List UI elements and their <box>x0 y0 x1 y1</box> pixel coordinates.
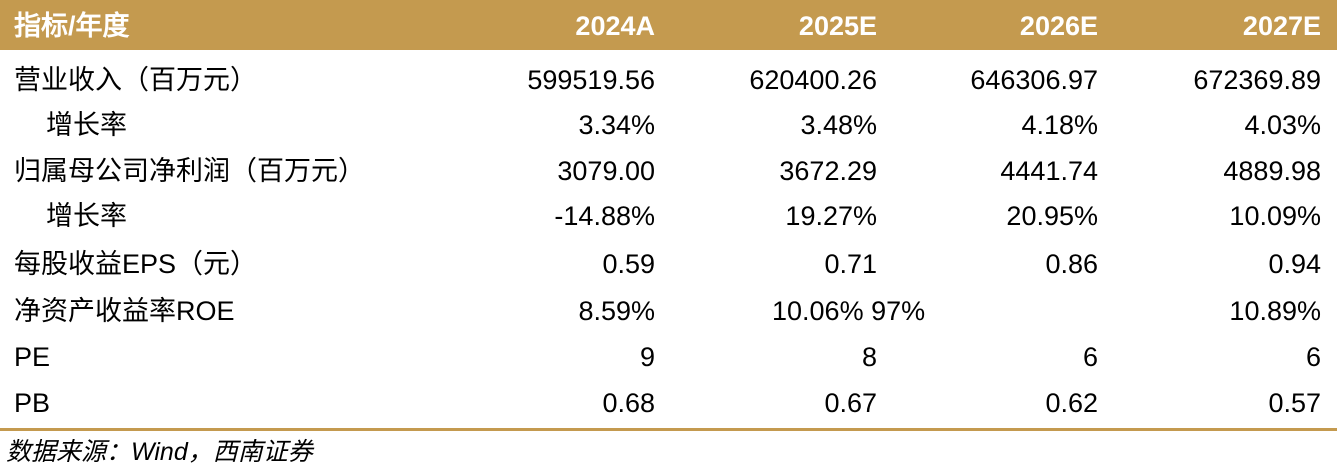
row-label: 归属母公司净利润（百万元） <box>14 156 365 186</box>
cell-2025e: 3.48% <box>800 110 877 140</box>
table-row-roe: 净资产收益率ROE 8.59% 10.06% 97% 10.89% <box>0 287 1337 335</box>
cell-2027e: 10.89% <box>1229 296 1321 326</box>
cell-2025e: 3672.29 <box>779 156 877 186</box>
cell-2027e: 4889.98 <box>1223 156 1321 186</box>
cell-2027e: 10.09% <box>1229 201 1321 231</box>
cell-2024a: 9 <box>639 342 655 372</box>
row-label: 营业收入（百万元） <box>14 65 257 95</box>
table-row-revenue: 营业收入（百万元） 599519.56 620400.26 646306.97 … <box>0 56 1337 104</box>
cell-2024a: 8.59% <box>578 296 655 326</box>
table-bottom-rule <box>0 428 1337 431</box>
cell-2024a: 0.68 <box>602 388 655 418</box>
cell-2024a: 599519.56 <box>527 65 655 95</box>
header-year-2027e: 2027E <box>1242 11 1321 41</box>
cell-2026e: 0.62 <box>1045 388 1098 418</box>
data-source-note: 数据来源：Wind，西南证券 <box>6 438 313 466</box>
cell-2024a: 3.34% <box>578 110 655 140</box>
cell-2026e: 20.95% <box>1006 201 1098 231</box>
cell-2026e: 646306.97 <box>970 65 1098 95</box>
cell-2025e: 0.71 <box>824 249 877 279</box>
cell-2027e: 4.03% <box>1244 110 1321 140</box>
cell-2024a: 3079.00 <box>557 156 655 186</box>
cell-2027e: 0.57 <box>1268 388 1321 418</box>
row-label: 每股收益EPS（元） <box>14 249 258 279</box>
row-label: PB <box>14 388 51 418</box>
header-year-2024a: 2024A <box>575 11 655 41</box>
cell-2025e: 0.67 <box>824 388 877 418</box>
table-row-pe: PE 9 8 6 6 <box>0 333 1337 381</box>
cell-2026e <box>878 287 1098 335</box>
cell-2025e: 10.06% 97% <box>772 296 926 326</box>
table-row-revenue-growth: 增长率 3.34% 3.48% 4.18% 4.03% <box>0 101 1337 149</box>
row-label: 增长率 <box>46 201 127 231</box>
table-row-net-profit-growth: 增长率 -14.88% 19.27% 20.95% 10.09% <box>0 192 1337 240</box>
header-year-2026e: 2026E <box>1019 11 1098 41</box>
header-year-2025e: 2025E <box>798 11 877 41</box>
cell-2025e: 8 <box>861 342 877 372</box>
cell-2026e: 6 <box>1082 342 1098 372</box>
row-label: 增长率 <box>46 110 127 140</box>
row-label: 净资产收益率ROE <box>14 296 235 326</box>
table-header: 指标/年度 2024A 2025E 2026E 2027E <box>0 0 1337 50</box>
cell-2025e: 19.27% <box>785 201 877 231</box>
cell-2026e: 4441.74 <box>1000 156 1098 186</box>
cell-2026e: 4.18% <box>1021 110 1098 140</box>
table-row-net-profit: 归属母公司净利润（百万元） 3079.00 3672.29 4441.74 48… <box>0 147 1337 195</box>
cell-2027e: 6 <box>1305 342 1321 372</box>
header-label: 指标/年度 <box>14 11 130 41</box>
cell-2024a: 0.59 <box>602 249 655 279</box>
table-row-eps: 每股收益EPS（元） 0.59 0.71 0.86 0.94 <box>0 240 1337 288</box>
cell-2025e: 620400.26 <box>749 65 877 95</box>
cell-2027e: 0.94 <box>1268 249 1321 279</box>
cell-2027e: 672369.89 <box>1193 65 1321 95</box>
cell-2024a: -14.88% <box>554 201 655 231</box>
table-row-pb: PB 0.68 0.67 0.62 0.57 <box>0 379 1337 427</box>
row-label: PE <box>14 342 51 372</box>
cell-2026e: 0.86 <box>1045 249 1098 279</box>
